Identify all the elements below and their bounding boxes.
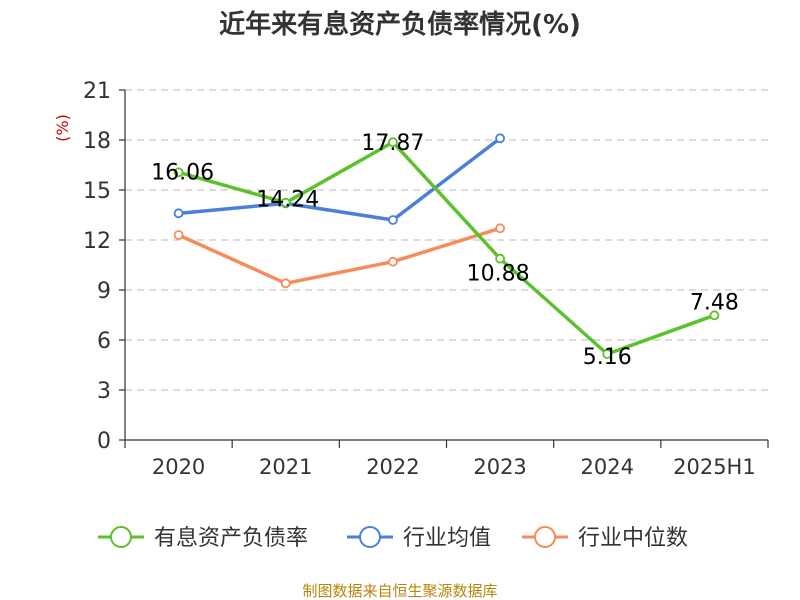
x-tick-label: 2024 xyxy=(581,455,634,479)
legend-label: 有息资产负债率 xyxy=(154,526,308,551)
y-tick-label: 6 xyxy=(97,329,111,354)
source-note: 制图数据来自恒生聚源数据库 xyxy=(302,582,497,600)
y-tick-label: 21 xyxy=(83,79,111,104)
series-line-2 xyxy=(177,226,501,286)
x-tick-label: 2021 xyxy=(259,455,312,479)
data-label: 10.88 xyxy=(467,262,530,287)
legend: 有息资产负债率 行业均值 行业中位数 xyxy=(98,526,688,551)
series-point-1 xyxy=(388,215,398,225)
data-label: 7.48 xyxy=(690,290,739,315)
series-point-1 xyxy=(173,208,184,219)
x-tick-label: 2025H1 xyxy=(673,455,756,479)
data-label: 16.06 xyxy=(151,160,214,185)
y-tick-label: 3 xyxy=(97,379,111,404)
series-point-2 xyxy=(388,256,398,267)
series-point-2 xyxy=(173,230,184,240)
legend-label: 行业均值 xyxy=(403,526,491,551)
series-group xyxy=(173,133,720,359)
y-tick-label: 9 xyxy=(97,279,111,304)
gridlines xyxy=(125,89,768,391)
axes: 0 3 6 9 12 15 18 21 2020 2021 2022 2023 2024 2025H1 xyxy=(83,79,769,479)
chart-title: 近年来有息资产负债率情况(%) xyxy=(219,9,581,40)
y-tick-label: 18 xyxy=(83,129,111,154)
y-tick-label: 12 xyxy=(83,229,111,254)
data-labels: 16.06 14.24 17.87 10.88 5.16 7.48 xyxy=(151,131,739,370)
series-point-2 xyxy=(280,278,291,289)
series-line-1 xyxy=(178,136,502,222)
y-tick-label: 15 xyxy=(83,179,111,204)
series-point-0 xyxy=(280,197,291,208)
series-point-0 xyxy=(173,167,184,178)
x-tick-label: 2023 xyxy=(473,455,526,479)
series-line-0 xyxy=(178,140,716,356)
y-tick-label: 0 xyxy=(97,429,111,454)
legend-swatch-marker xyxy=(110,526,132,548)
data-label: 17.87 xyxy=(361,131,424,156)
data-label: 5.16 xyxy=(583,345,632,370)
series-point-0 xyxy=(602,349,613,359)
data-label: 14.24 xyxy=(256,188,319,213)
series-point-1 xyxy=(495,133,505,144)
legend-swatch-marker xyxy=(359,526,381,548)
series-point-0 xyxy=(388,137,398,148)
x-tick-label: 2022 xyxy=(366,455,419,479)
series-point-0 xyxy=(495,253,505,264)
series-point-2 xyxy=(495,223,505,234)
legend-label: 行业中位数 xyxy=(578,526,688,551)
legend-swatch-marker xyxy=(534,526,556,548)
series-point-0 xyxy=(709,310,720,321)
y-axis-unit: (%) xyxy=(53,114,72,142)
x-tick-label: 2020 xyxy=(152,455,205,479)
